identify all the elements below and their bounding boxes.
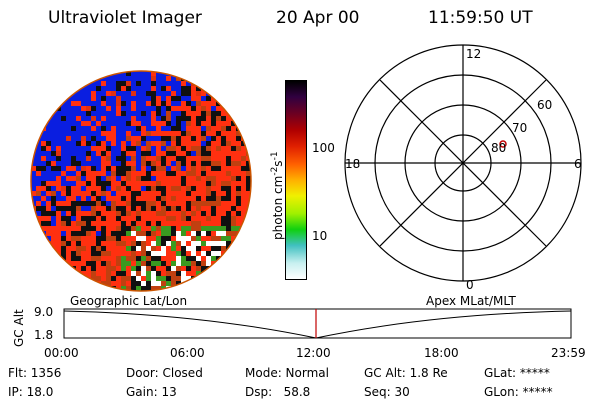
flight-number: Flt: 1356 [8, 366, 62, 380]
mlt-label-12: 12 [466, 47, 482, 61]
lat-label-80: 80 [491, 141, 507, 155]
mlt-label-6: 6 [574, 157, 582, 171]
dsp-value: Dsp: 58.8 [245, 385, 311, 399]
gc-alt-value: GC Alt: 1.8 Re [364, 366, 448, 380]
time-label: 11:59:50 UT [428, 8, 533, 28]
date-label: 20 Apr 00 [276, 8, 360, 28]
x-tick-1200: 12:00 [296, 346, 331, 360]
colorbar [285, 80, 307, 280]
lat-label-60: 60 [537, 98, 553, 112]
x-tick-2359: 23:59 [551, 346, 586, 360]
sequence-value: Seq: 30 [364, 385, 410, 399]
lat-label-70: 70 [512, 121, 528, 135]
door-status: Door: Closed [126, 366, 203, 380]
unit-mid: s [271, 160, 285, 167]
apex-label: Apex MLat/MLT [426, 294, 516, 308]
colorbar-tick-10: 10 [312, 229, 328, 243]
mode-value: Mode: Normal [245, 366, 329, 380]
geographic-label: Geographic Lat/Lon [70, 294, 188, 308]
y-tick-1-8: 1.8 [34, 328, 54, 342]
x-tick-0000: 00:00 [44, 346, 79, 360]
gc-alt-axis-title: GC Alt [12, 309, 26, 347]
mlt-label-0: 0 [466, 278, 474, 292]
ip-value: IP: 18.0 [8, 385, 54, 399]
unit-exp2: -1 [270, 151, 280, 161]
unit-main: photon cm [271, 175, 285, 240]
colorbar-tick-100: 100 [312, 141, 335, 155]
x-tick-1800: 18:00 [424, 346, 459, 360]
colorbar-unit-label: photon cm-2s-1 [270, 151, 285, 240]
y-tick-9: 9.0 [34, 305, 54, 319]
glon-value: GLon: ***** [484, 385, 553, 399]
gain-value: Gain: 13 [126, 385, 177, 399]
app-title: Ultraviolet Imager [48, 8, 202, 28]
mlt-label-18: 18 [345, 157, 361, 171]
unit-exp1: -2 [270, 166, 280, 176]
glat-value: GLat: ***** [484, 366, 550, 380]
x-tick-0600: 06:00 [170, 346, 205, 360]
